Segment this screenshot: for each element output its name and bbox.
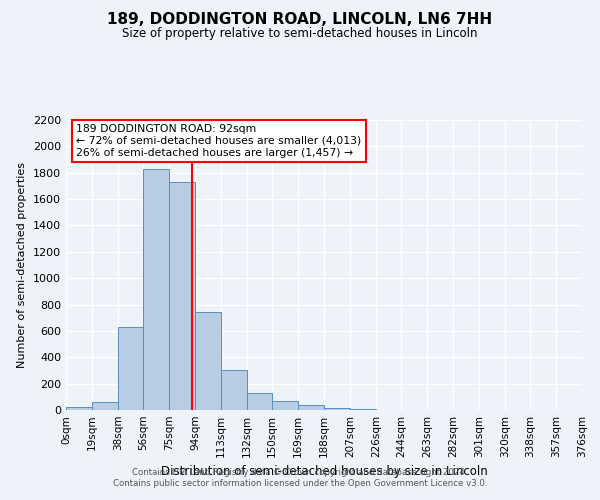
Bar xyxy=(169,182,195,410)
Bar xyxy=(66,408,92,410)
Bar xyxy=(324,408,350,410)
X-axis label: Distribution of semi-detached houses by size in Lincoln: Distribution of semi-detached houses by … xyxy=(161,466,487,478)
Bar xyxy=(92,402,118,410)
Bar xyxy=(298,404,324,410)
Bar xyxy=(221,370,247,410)
Bar xyxy=(143,169,169,410)
Bar xyxy=(195,312,221,410)
Bar xyxy=(247,393,272,410)
Text: 189, DODDINGTON ROAD, LINCOLN, LN6 7HH: 189, DODDINGTON ROAD, LINCOLN, LN6 7HH xyxy=(107,12,493,28)
Text: 189 DODDINGTON ROAD: 92sqm
← 72% of semi-detached houses are smaller (4,013)
26%: 189 DODDINGTON ROAD: 92sqm ← 72% of semi… xyxy=(76,124,362,158)
Text: Size of property relative to semi-detached houses in Lincoln: Size of property relative to semi-detach… xyxy=(122,28,478,40)
Bar xyxy=(118,327,143,410)
Text: Contains HM Land Registry data © Crown copyright and database right 2024.
Contai: Contains HM Land Registry data © Crown c… xyxy=(113,468,487,487)
Bar xyxy=(272,401,298,410)
Y-axis label: Number of semi-detached properties: Number of semi-detached properties xyxy=(17,162,28,368)
